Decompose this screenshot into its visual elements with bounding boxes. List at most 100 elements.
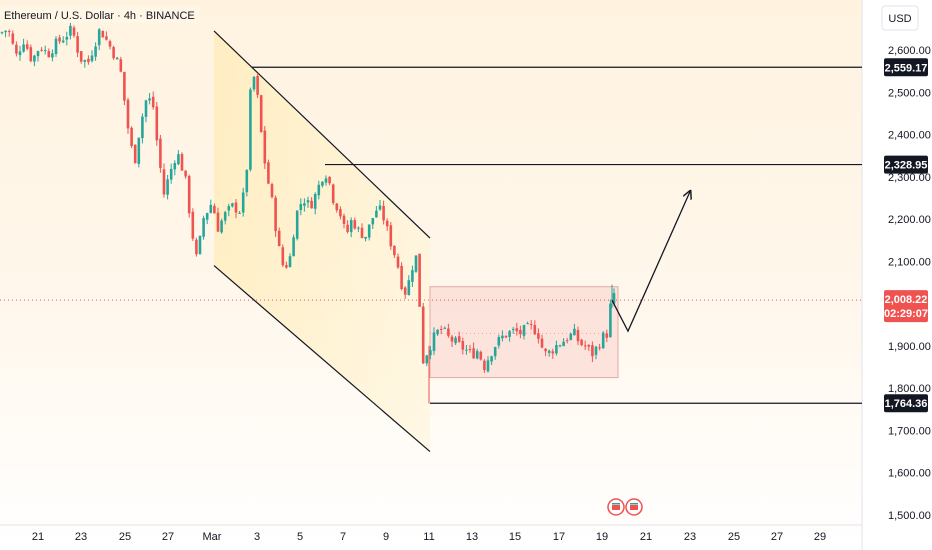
candle-body	[126, 99, 130, 129]
candle-body	[339, 209, 342, 217]
y-tick-label: 1,900.00	[888, 341, 931, 353]
x-tick-label: 27	[771, 531, 783, 543]
candle-body	[555, 345, 558, 354]
candle-body	[15, 44, 18, 54]
candle-body	[349, 220, 353, 233]
candle-body	[576, 330, 580, 342]
currency-button[interactable]	[881, 5, 919, 31]
candle-body	[310, 200, 313, 209]
candle-body	[123, 71, 126, 101]
x-tick-label: 9	[383, 531, 389, 543]
current-price-badge	[884, 290, 928, 323]
currency-label: USD	[888, 13, 911, 25]
candle-body	[425, 355, 429, 364]
candle-body	[216, 212, 220, 232]
y-tick-label: 2,500.00	[888, 87, 931, 99]
candle-body	[321, 181, 324, 186]
candle-body	[115, 57, 119, 60]
candle-body	[162, 169, 166, 195]
candle-body	[587, 344, 591, 347]
candle-body	[155, 106, 159, 141]
candle-body	[580, 339, 583, 346]
candle-body	[389, 225, 393, 247]
candle-body	[461, 341, 465, 350]
candle-body	[141, 116, 144, 139]
candle-body	[79, 51, 83, 62]
y-tick-label: 1,600.00	[888, 468, 931, 480]
candle-body	[371, 218, 375, 225]
candle-body	[382, 205, 385, 221]
candle-body	[396, 256, 400, 268]
candle-body	[504, 335, 508, 338]
candle-body	[501, 335, 504, 339]
candle-body	[407, 280, 411, 296]
candle-body	[342, 215, 346, 224]
event-flag-icon	[612, 505, 620, 510]
candle-body	[137, 137, 141, 164]
candle-body	[605, 333, 609, 338]
candle-body	[483, 360, 486, 371]
x-tick-label: 21	[640, 531, 652, 543]
candle-body	[598, 347, 601, 349]
candle-body	[105, 36, 108, 40]
candle-body	[90, 55, 94, 62]
bar-countdown: 02:29:07	[884, 308, 928, 320]
candle-body	[526, 323, 529, 325]
candle-body	[281, 247, 285, 266]
x-tick-label: 7	[340, 531, 346, 543]
candle-body	[202, 218, 205, 237]
candle-body	[43, 50, 47, 52]
candle-body	[119, 59, 123, 72]
x-tick-label: 5	[297, 531, 303, 543]
candle-body	[159, 138, 162, 168]
candle-body	[288, 256, 292, 268]
x-tick-label: 11	[423, 531, 434, 543]
event-flag-icon	[630, 505, 638, 510]
candle-body	[69, 25, 72, 36]
candle-body	[231, 203, 234, 207]
candle-body	[18, 51, 22, 56]
candle-body	[191, 211, 195, 239]
candle-body	[33, 55, 36, 62]
candle-body	[274, 197, 277, 232]
candle-body	[299, 204, 303, 211]
candle-body	[612, 293, 616, 304]
candle-body	[432, 332, 436, 351]
candle-body	[328, 176, 331, 184]
candle-body	[331, 184, 335, 203]
candle-body	[479, 351, 483, 360]
candle-body	[72, 27, 76, 36]
candle-body	[198, 235, 202, 254]
candle-body	[450, 336, 454, 342]
candle-body	[447, 328, 450, 336]
candle-body	[180, 154, 184, 171]
candle-body	[148, 98, 151, 101]
candle-body	[317, 184, 321, 196]
candle-body	[357, 227, 360, 229]
candle-body	[270, 184, 274, 198]
candle-body	[601, 332, 605, 349]
candle-body	[569, 333, 573, 340]
candle-body	[187, 175, 191, 214]
projection-arrow[interactable]	[611, 192, 690, 333]
candle-body	[94, 46, 97, 57]
candle-body	[144, 100, 148, 117]
candle-body	[277, 230, 281, 247]
candle-body	[324, 178, 328, 183]
candle-body	[130, 127, 133, 147]
channel-upper-line[interactable]	[213, 30, 431, 239]
x-tick-label: 29	[814, 531, 826, 543]
y-tick-label: 1,800.00	[888, 383, 931, 395]
y-tick-label: 2,600.00	[888, 45, 931, 57]
x-tick-label: 13	[466, 531, 478, 543]
candle-body	[475, 351, 479, 359]
candle-body	[468, 348, 472, 350]
channel-lower-line[interactable]	[213, 265, 431, 453]
y-tick-label: 2,300.00	[888, 172, 931, 184]
candle-body	[565, 340, 569, 342]
candle-body	[465, 349, 468, 351]
current-price-value: 2,008.22	[885, 294, 928, 306]
